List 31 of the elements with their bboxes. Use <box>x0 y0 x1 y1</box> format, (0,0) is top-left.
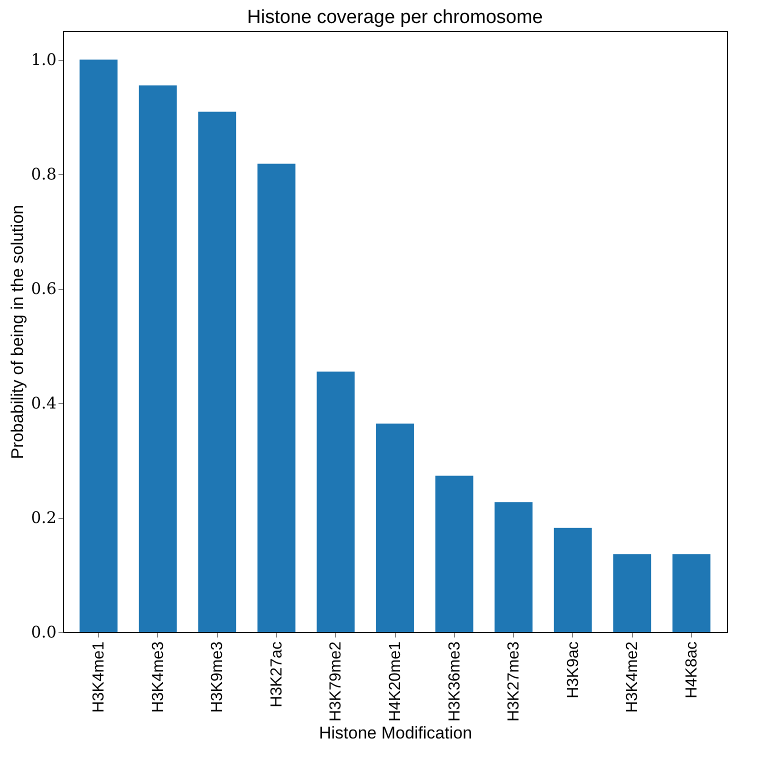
y-tick-label: 0.2 <box>31 508 56 528</box>
y-tick-label: 0.8 <box>31 164 56 184</box>
y-axis-title: Probability of being in the solution <box>8 204 28 460</box>
bar <box>672 554 710 632</box>
bar <box>613 554 652 632</box>
y-tick-label: 0.6 <box>31 279 56 298</box>
bar <box>198 112 236 632</box>
bar <box>316 372 355 632</box>
bar <box>138 85 177 632</box>
bar <box>376 424 414 632</box>
x-tick-label: H4K20me1 <box>387 641 404 722</box>
bar <box>494 502 533 632</box>
y-tick-label: 1.0 <box>31 50 56 70</box>
y-tick-label: 0.0 <box>31 622 56 642</box>
x-axis-title: Histone Modification <box>318 724 472 743</box>
x-tick-label: H4K8ac <box>683 642 700 698</box>
x-tick-label: H3K27ac <box>268 642 286 708</box>
x-tick-label: H3K9me3 <box>209 641 226 713</box>
bar <box>80 60 118 632</box>
x-tick-label: H3K79me2 <box>328 641 345 722</box>
chart-title: Histone coverage per chromosome <box>247 7 543 28</box>
bar <box>257 164 296 632</box>
bar <box>435 476 474 632</box>
bar <box>554 528 592 632</box>
y-tick-label: 0.4 <box>31 394 56 413</box>
x-tick-label: H3K4me1 <box>90 641 108 713</box>
x-tick-label: H3K4me3 <box>150 641 167 713</box>
x-tick-label: H3K27me3 <box>506 641 523 722</box>
x-tick-label: H3K4me2 <box>624 641 642 713</box>
x-tick-label: H3K36me3 <box>446 641 464 722</box>
x-tick-label: H3K9ac <box>564 642 582 698</box>
